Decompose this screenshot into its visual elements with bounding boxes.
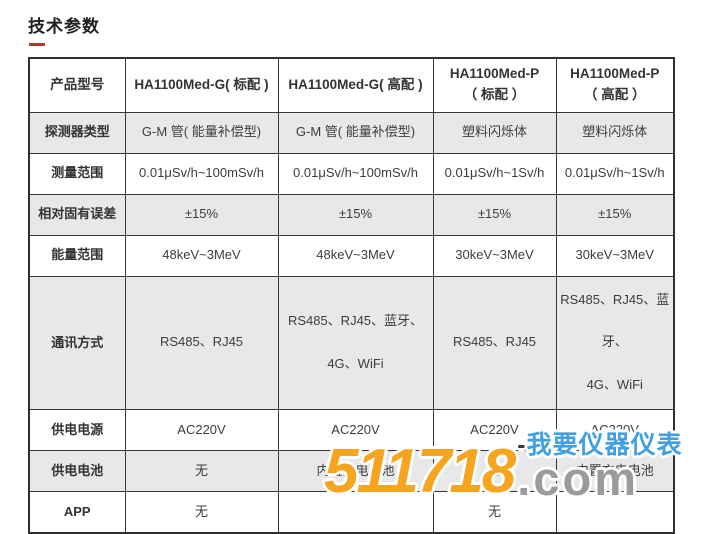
spec-cell: RS485、RJ45 bbox=[432, 275, 557, 411]
spec-cell: 无 bbox=[432, 450, 557, 493]
spec-cell: AC220V bbox=[124, 409, 279, 452]
spec-cell: 内置充电电池 bbox=[277, 450, 434, 493]
spec-cell: 48keV~3MeV bbox=[277, 234, 434, 277]
spec-cell: 无 bbox=[432, 491, 557, 534]
spec-cell: 无 bbox=[124, 450, 279, 493]
table-row-measure-range: 测量范围 0.01μSv/h~100mSv/h 0.01μSv/h~100mSv… bbox=[28, 152, 675, 195]
row-label: 供电电池 bbox=[28, 450, 126, 493]
table-row-intrinsic-error: 相对固有误差 ±15% ±15% ±15% ±15% bbox=[28, 193, 675, 236]
spec-cell: 0.01μSv/h~100mSv/h bbox=[277, 152, 434, 195]
spec-cell: 30keV~3MeV bbox=[555, 234, 675, 277]
spec-cell: 48keV~3MeV bbox=[124, 234, 279, 277]
spec-cell bbox=[555, 491, 675, 534]
row-label: 供电电源 bbox=[28, 409, 126, 452]
table-header-row: 产品型号 HA1100Med-G( 标配 ) HA1100Med-G( 高配 )… bbox=[28, 57, 675, 113]
table-row-energy-range: 能量范围 48keV~3MeV 48keV~3MeV 30keV~3MeV 30… bbox=[28, 234, 675, 277]
spec-cell: AC220V bbox=[432, 409, 557, 452]
row-label: 测量范围 bbox=[28, 152, 126, 195]
spec-cell: RS485、RJ45 bbox=[124, 275, 279, 411]
row-label: 通讯方式 bbox=[28, 275, 126, 411]
header-cell-model-p-high: HA1100Med-P （ 高配 ） bbox=[555, 57, 675, 113]
spec-cell: AC220V bbox=[555, 409, 675, 452]
table-row-power-supply: 供电电源 AC220V AC220V AC220V AC220V bbox=[28, 409, 675, 452]
spec-cell: 塑料闪烁体 bbox=[555, 111, 675, 154]
title-accent-bar bbox=[29, 43, 45, 46]
spec-cell: 无 bbox=[124, 491, 279, 534]
table-row-app: APP 无 无 bbox=[28, 491, 675, 534]
row-label: 相对固有误差 bbox=[28, 193, 126, 236]
row-label: APP bbox=[28, 491, 126, 534]
spec-cell: 内置充电电池 bbox=[555, 450, 675, 493]
spec-cell: 0.01μSv/h~1Sv/h bbox=[432, 152, 557, 195]
row-label: 能量范围 bbox=[28, 234, 126, 277]
spec-cell: RS485、RJ45、蓝牙、 4G、WiFi bbox=[277, 275, 434, 411]
spec-cell: ±15% bbox=[432, 193, 557, 236]
spec-cell: 0.01μSv/h~100mSv/h bbox=[124, 152, 279, 195]
spec-cell: RS485、RJ45、蓝牙、 4G、WiFi bbox=[555, 275, 675, 411]
table-row-communication: 通讯方式 RS485、RJ45 RS485、RJ45、蓝牙、 4G、WiFi R… bbox=[28, 275, 675, 411]
page-title: 技术参数 bbox=[28, 17, 100, 36]
spec-cell: AC220V bbox=[277, 409, 434, 452]
spec-cell: 30keV~3MeV bbox=[432, 234, 557, 277]
spec-cell: 塑料闪烁体 bbox=[432, 111, 557, 154]
header-cell-product-model: 产品型号 bbox=[28, 57, 126, 113]
header-cell-model-p-std: HA1100Med-P （ 标配 ） bbox=[432, 57, 557, 113]
row-label: 探测器类型 bbox=[28, 111, 126, 154]
header-cell-model-g-high: HA1100Med-G( 高配 ) bbox=[277, 57, 434, 113]
spec-cell bbox=[277, 491, 434, 534]
spec-cell: 0.01μSv/h~1Sv/h bbox=[555, 152, 675, 195]
spec-cell: G-M 管( 能量补偿型) bbox=[124, 111, 279, 154]
spec-cell: ±15% bbox=[277, 193, 434, 236]
table-row-battery: 供电电池 无 内置充电电池 无 内置充电电池 bbox=[28, 450, 675, 493]
spec-cell: G-M 管( 能量补偿型) bbox=[277, 111, 434, 154]
table-row-detector-type: 探测器类型 G-M 管( 能量补偿型) G-M 管( 能量补偿型) 塑料闪烁体 … bbox=[28, 111, 675, 154]
spec-table: 产品型号 HA1100Med-G( 标配 ) HA1100Med-G( 高配 )… bbox=[28, 57, 675, 534]
header-cell-model-g-std: HA1100Med-G( 标配 ) bbox=[124, 57, 279, 113]
spec-cell: ±15% bbox=[555, 193, 675, 236]
spec-cell: ±15% bbox=[124, 193, 279, 236]
